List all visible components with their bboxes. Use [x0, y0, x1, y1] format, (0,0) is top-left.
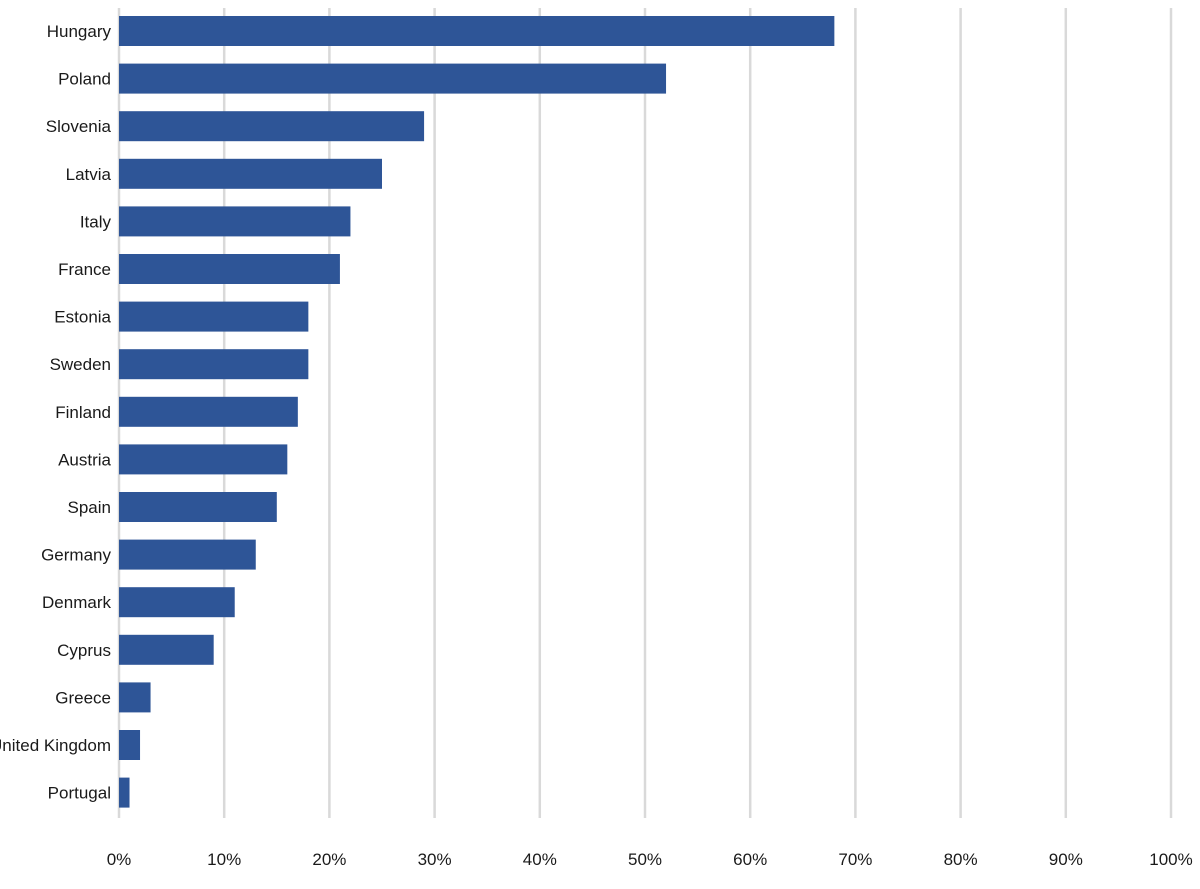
bar-spain [119, 492, 277, 522]
category-label: Austria [58, 450, 111, 469]
category-label: Hungary [47, 22, 112, 41]
category-label: Sweden [50, 355, 111, 374]
category-label: Finland [55, 403, 111, 422]
bar-finland [119, 396, 298, 427]
bar-austria [119, 444, 288, 475]
x-tick-label: 100% [1149, 850, 1192, 869]
category-label: Portugal [48, 784, 111, 803]
x-tick-label: 30% [418, 850, 452, 869]
category-label: Germany [41, 546, 111, 565]
bar-portugal [119, 777, 130, 808]
bar-estonia [119, 301, 309, 332]
x-tick-label: 10% [207, 850, 241, 869]
bar-sweden [119, 349, 309, 380]
x-axis-tick-labels: 0% 10% 20% 30% 40% 50% 60% 70% 80% 90% 100% [107, 850, 1193, 869]
bar-united-kingdom [119, 730, 141, 760]
x-tick-label: 0% [107, 850, 132, 869]
bar-slovenia [119, 111, 425, 142]
bar-latvia [119, 158, 382, 189]
bar-poland [119, 63, 667, 94]
x-tick-label: 50% [628, 850, 662, 869]
category-label: Cyprus [57, 641, 111, 660]
bar-hungary [119, 16, 835, 46]
x-tick-label: 60% [733, 850, 767, 869]
x-tick-label: 20% [312, 850, 346, 869]
bar-cyprus [119, 634, 214, 665]
bar-france [119, 254, 340, 284]
x-tick-label: 90% [1049, 850, 1083, 869]
bar-greece [119, 682, 151, 713]
category-labels: Hungary Poland Slovenia Latvia Italy France Es… [0, 22, 112, 803]
x-tick-label: 40% [523, 850, 557, 869]
bar-germany [119, 539, 256, 570]
category-label: United Kingdom [0, 736, 111, 755]
category-label: Slovenia [46, 117, 112, 136]
category-label: Estonia [54, 308, 111, 327]
bar-italy [119, 206, 351, 237]
category-label: Italy [80, 212, 112, 231]
bars [119, 16, 835, 808]
x-tick-label: 80% [944, 850, 978, 869]
gridlines [117, 8, 1173, 818]
x-tick-label: 70% [838, 850, 872, 869]
bar-denmark [119, 587, 235, 618]
category-label: Denmark [42, 593, 111, 612]
category-label: France [58, 260, 111, 279]
category-label: Poland [58, 70, 111, 89]
category-label: Spain [68, 498, 111, 517]
category-label: Greece [55, 688, 111, 707]
category-label: Latvia [66, 165, 112, 184]
